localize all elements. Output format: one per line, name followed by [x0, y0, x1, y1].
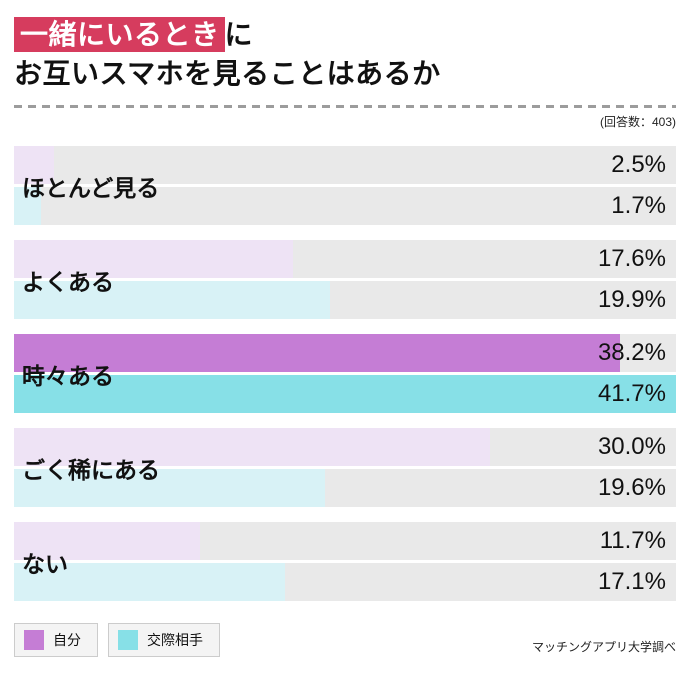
bar-track: 19.6%	[14, 469, 676, 508]
title-suffix: に	[224, 19, 254, 50]
category-group: ない 11.7% 17.1%	[14, 522, 676, 602]
bar-chart: ほとんど見る 2.5% 1.7% よくある 17.6% 19.9% 時々ある 38.2% 41.…	[14, 146, 676, 602]
category-group: 時々ある 38.2% 41.7%	[14, 334, 676, 414]
title-line-1: 一緒にいるときに	[14, 16, 676, 55]
value-label: 17.1%	[597, 568, 666, 596]
legend-item: 交際相手	[108, 623, 220, 658]
bar-partner	[14, 563, 286, 602]
legend: 自分 交際相手	[14, 623, 220, 658]
bar-track: 38.2%	[14, 334, 676, 373]
footer: 自分 交際相手 マッチングアプリ大学調べ	[14, 623, 676, 658]
category-label: ほとんど見る	[22, 174, 160, 201]
bar-track: 17.6%	[14, 240, 676, 279]
bar-partner	[14, 281, 330, 320]
bar-track: 19.9%	[14, 281, 676, 320]
title-highlight: 一緒にいるとき	[14, 17, 225, 52]
bar-self	[14, 522, 200, 561]
value-label: 30.0%	[597, 433, 666, 461]
category-label: 時々ある	[22, 362, 114, 389]
bar-track: 2.5%	[14, 146, 676, 185]
category-label: ごく稀にある	[22, 456, 160, 483]
bar-track: 41.7%	[14, 375, 676, 414]
category-label: よくある	[22, 268, 114, 295]
source-credit: マッチングアプリ大学調べ	[531, 640, 676, 655]
bar-partner	[14, 375, 676, 414]
bar-track: 1.7%	[14, 187, 676, 226]
bar-partner	[14, 187, 41, 226]
bar-track: 30.0%	[14, 428, 676, 467]
value-label: 19.9%	[597, 286, 666, 314]
bar-partner	[14, 469, 326, 508]
value-label: 38.2%	[597, 339, 666, 367]
value-label: 2.5%	[611, 151, 666, 179]
dashed-divider	[14, 105, 676, 109]
value-label: 41.7%	[597, 380, 666, 408]
value-label: 19.6%	[597, 474, 666, 502]
category-group: ほとんど見る 2.5% 1.7%	[14, 146, 676, 226]
value-label: 1.7%	[611, 192, 666, 220]
legend-label: 交際相手	[147, 632, 203, 649]
legend-item: 自分	[14, 623, 98, 658]
response-count-note: (回答数：403)	[599, 115, 676, 130]
value-label: 11.7%	[599, 527, 666, 555]
title-line-2: お互いスマホを見ることはあるか	[14, 57, 441, 89]
value-label: 17.6%	[597, 245, 666, 273]
legend-swatch	[118, 630, 138, 651]
category-label: ない	[22, 550, 68, 577]
category-group: よくある 17.6% 19.9%	[14, 240, 676, 320]
page-title: 一緒にいるときに お互いスマホを見ることはあるか	[14, 16, 676, 93]
bar-self	[14, 334, 621, 373]
bar-track: 11.7%	[14, 522, 676, 561]
legend-swatch	[24, 630, 44, 651]
category-group: ごく稀にある 30.0% 19.6%	[14, 428, 676, 508]
bar-self	[14, 428, 491, 467]
bar-self	[14, 240, 294, 279]
bar-self	[14, 146, 54, 185]
legend-label: 自分	[53, 632, 81, 649]
bar-track: 17.1%	[14, 563, 676, 602]
